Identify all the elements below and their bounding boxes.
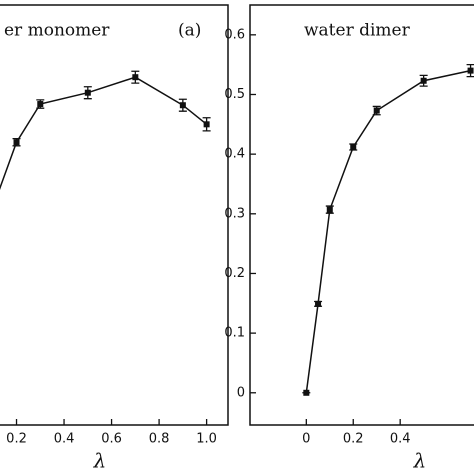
y-tick-label: 0.5: [224, 87, 245, 102]
y-tick-label: 0.6: [224, 27, 245, 42]
data-point: [203, 121, 210, 128]
plot-frame: [0, 4, 229, 426]
panel-annotation: (a): [178, 21, 201, 41]
y-tick-label: 0.4: [224, 147, 245, 162]
panel: 0.2 0.4 0.6 0.8 1.0 λ er monomer (a): [0, 4, 229, 473]
panel-title: er monomer: [4, 21, 110, 41]
plot-frame: [249, 4, 474, 426]
y-tick-label: 0.1: [224, 326, 245, 341]
x-axis-label: λ: [93, 449, 107, 473]
data-point: [467, 67, 474, 74]
data-point: [37, 101, 44, 108]
x-axis-label: λ: [413, 449, 427, 473]
data-point: [315, 300, 322, 307]
y-tick-label: 0.3: [224, 206, 245, 221]
data-point: [179, 102, 186, 109]
data-point: [326, 206, 333, 213]
panel: 0 0.2 0.4 0 0.1 0.2 0.3 0.4 0.5 0.6 λ water dimer: [224, 4, 474, 473]
y-tick-label: 0.2: [224, 266, 245, 281]
data-line: [0, 76, 208, 191]
data-point: [350, 143, 357, 150]
plot-area: [0, 70, 211, 191]
x-tick-label: 0.2: [343, 432, 364, 447]
x-tick-label: 0: [302, 432, 310, 447]
x-tick-label: 0.6: [101, 432, 122, 447]
data-line: [305, 69, 471, 393]
panel-title: water dimer: [304, 21, 411, 41]
y-tick-label: 0: [237, 385, 245, 400]
data-point: [84, 89, 91, 96]
plot-area: [302, 64, 474, 396]
x-tick-label: 0.4: [54, 432, 75, 447]
data-point: [420, 77, 427, 84]
data-point: [13, 139, 20, 146]
x-tick-label: 0.2: [6, 432, 27, 447]
data-point: [373, 107, 380, 114]
data-point: [132, 74, 139, 81]
x-tick-label: 0.4: [390, 432, 411, 447]
x-tick-label: 1.0: [196, 432, 217, 447]
data-point: [303, 389, 310, 396]
x-tick-label: 0.8: [149, 432, 170, 447]
